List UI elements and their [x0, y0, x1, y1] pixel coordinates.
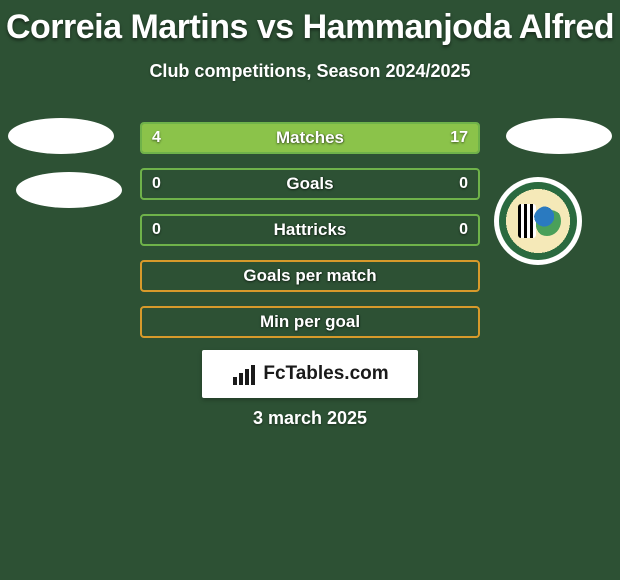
club-crest-icon: [499, 182, 577, 260]
stat-bar: Goals per match: [140, 260, 480, 292]
bar-label: Goals per match: [243, 266, 376, 286]
page-title: Correia Martins vs Hammanjoda Alfred: [0, 0, 620, 47]
bar-value-right: 0: [459, 170, 468, 198]
bar-label: Hattricks: [274, 220, 347, 240]
player-right-badge: [506, 118, 612, 154]
bar-value-right: 0: [459, 216, 468, 244]
brand-label: FcTables.com: [263, 363, 388, 385]
bar-value-left: 0: [152, 170, 161, 198]
bar-value-right: 17: [450, 124, 468, 152]
stat-bar: 4 17 Matches: [140, 122, 480, 154]
brand-box[interactable]: FcTables.com: [202, 350, 418, 398]
club-right-badge: [494, 177, 582, 265]
player-left-badge: [8, 118, 114, 154]
comparison-bars: 4 17 Matches 0 0 Goals 0 0 Hattricks Goals per ma…: [140, 122, 480, 352]
bar-chart-icon: [231, 363, 257, 385]
bar-value-left: 4: [152, 124, 161, 152]
date-label: 3 march 2025: [0, 408, 620, 429]
bar-value-left: 0: [152, 216, 161, 244]
stat-bar: Min per goal: [140, 306, 480, 338]
stat-bar: 0 0 Hattricks: [140, 214, 480, 246]
bar-label: Min per goal: [260, 312, 360, 332]
club-left-badge: [16, 172, 122, 208]
bar-label: Goals: [286, 174, 333, 194]
bar-label: Matches: [276, 128, 344, 148]
page-subtitle: Club competitions, Season 2024/2025: [0, 61, 620, 82]
stat-bar: 0 0 Goals: [140, 168, 480, 200]
